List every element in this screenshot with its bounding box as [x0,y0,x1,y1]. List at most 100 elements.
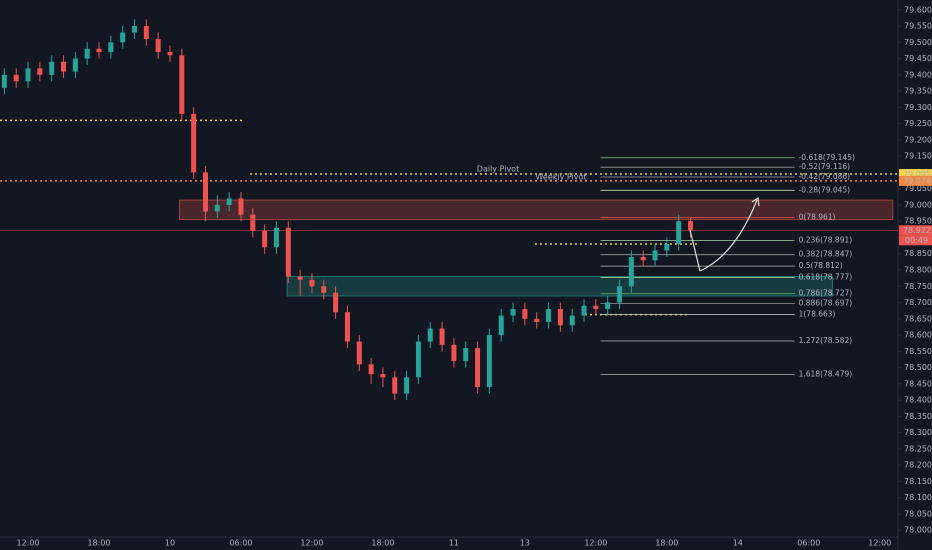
candle-body [546,309,552,323]
candle-body [273,227,279,248]
candle-body [593,305,599,310]
candle-body [143,26,149,40]
y-tick-label: 78.050 [904,509,932,518]
candle-body [522,309,528,319]
fib-label: 0.618(78.777) [799,272,853,281]
y-tick-label: 79.400 [904,70,932,79]
candle-body [37,68,43,75]
candle-body [463,348,469,362]
candle-body [214,204,220,212]
candle-body [344,312,350,342]
fib-label: 0.5(78.812) [799,261,843,270]
y-tick-label: 79.250 [904,119,932,128]
candle-body [108,42,114,53]
axes: 78.000 78.050 78.100 78.150 78.200 78.250 78.3… [17,5,932,548]
candle-body [321,286,327,293]
y-tick-label: 78.550 [904,347,932,356]
y-tick-label: 78.950 [904,217,932,226]
candle-body [49,61,55,75]
countdown: 00:49 [905,236,928,245]
candle-body [510,309,516,316]
y-tick-label: 78.100 [904,493,932,502]
candle-body [84,48,90,59]
candle-body [404,377,410,394]
x-tick-label: 18:00 [371,539,394,548]
candle-body [191,113,197,173]
y-tick-label: 78.300 [904,428,932,437]
projection-arrow [699,199,758,272]
candle-body [285,227,291,277]
y-tick-label: 78.450 [904,379,932,388]
candle-body [427,328,433,342]
fib-label: -0.618(79.145) [799,153,855,162]
x-tick-label: 18:00 [87,539,110,548]
y-tick-label: 79.550 [904,22,932,31]
y-tick-label: 78.200 [904,461,932,470]
candle-body [664,243,670,251]
fib-label: -0.42(79.086) [799,172,851,181]
candle-body [581,305,587,316]
candle-body [167,52,173,56]
x-tick-label: 10 [165,539,175,548]
candle-body [475,348,481,388]
y-tick-label: 78.850 [904,249,932,258]
fib-label: 1.272(78.582) [799,336,853,345]
x-tick-label: 14 [733,539,743,548]
y-tick-label: 79.200 [904,135,932,144]
candle-body [605,302,611,310]
candle-body [617,286,623,303]
price-label: 78.922 [903,226,931,235]
x-tick-label: 12:00 [868,539,891,548]
candle-body [262,230,268,248]
candle-body [451,344,457,362]
candle-body [688,221,694,231]
candle-body [640,256,646,261]
candle-body [226,198,232,205]
candle-body [1,74,7,88]
candle-body [179,55,185,114]
y-tick-label: 79.450 [904,54,932,63]
y-tick-label: 78.500 [904,363,932,372]
y-tick-label: 78.800 [904,266,932,275]
zone [178,199,894,221]
projection-leg [689,229,701,272]
candle-body [297,276,303,280]
candle-body [368,364,374,375]
candle-body [25,68,31,82]
fib-label: 0.886(78.697) [799,299,853,308]
fib-label: 0.236(78.891) [799,235,853,244]
fib-label: 0(78.961) [799,213,836,222]
price-label: 79.074 [903,176,931,185]
candle-body [439,328,445,345]
candle-body [155,39,161,53]
candle-body [392,377,398,394]
candle-body [13,74,19,82]
x-tick-label: 12:00 [300,539,323,548]
y-tick-label: 79.050 [904,184,932,193]
fib-label: -0.52(79.116) [799,162,851,171]
levels [0,119,898,316]
candle-body [61,61,67,72]
candle-body [202,172,208,212]
candle-body [238,198,244,215]
candle-body [676,221,682,244]
candle-body [652,250,658,261]
y-tick-label: 79.000 [904,200,932,209]
price-label-bg [899,169,932,180]
y-tick-label: 78.750 [904,282,932,291]
y-tick-label: 78.400 [904,396,932,405]
y-tick-label: 78.000 [904,526,932,535]
fib-label: 1.618(78.479) [799,369,853,378]
y-tick-label: 79.600 [904,5,932,14]
candle-body [309,279,315,287]
fib-label: 0.382(78.847) [799,250,853,259]
x-tick-label: 06:00 [797,539,820,548]
candle-body [380,374,386,378]
candle-body [333,292,339,313]
y-tick-label: 79.300 [904,103,932,112]
y-tick-label: 78.600 [904,331,932,340]
daily-pivot-label: Daily Pivot [477,165,519,174]
y-tick-label: 78.650 [904,314,932,323]
fib-label: -0.28(79.045) [799,185,851,194]
